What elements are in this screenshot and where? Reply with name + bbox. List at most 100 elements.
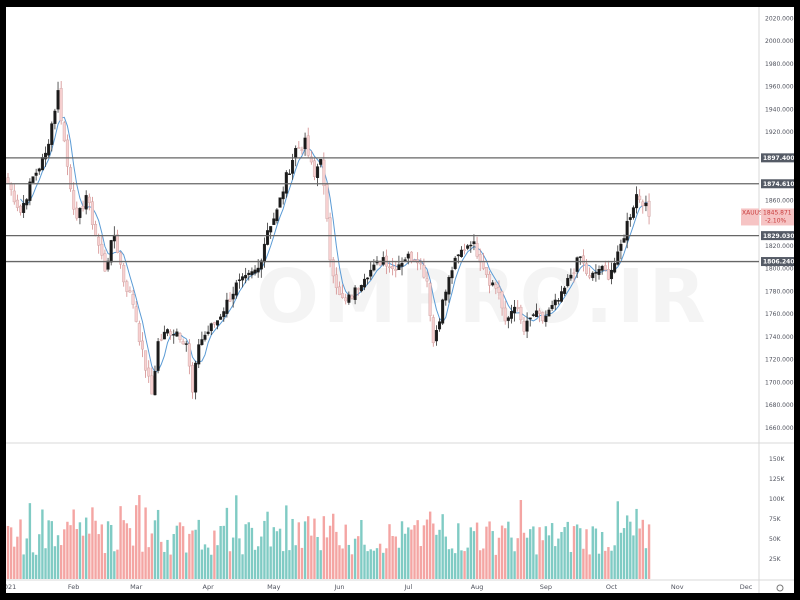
volume-bar: [272, 527, 276, 579]
candle-body: [266, 230, 270, 245]
candle-body: [234, 282, 238, 296]
candle-body: [331, 259, 335, 277]
candle-body: [572, 272, 576, 274]
volume-bar: [616, 501, 619, 579]
candle-body: [56, 90, 60, 110]
volume-bar: [28, 503, 32, 579]
time-tick-label: Nov: [671, 583, 684, 591]
volume-bar: [260, 536, 263, 579]
volume-bar: [600, 531, 604, 579]
candle-body: [534, 310, 538, 318]
volume-bar: [166, 539, 169, 579]
volume-bar: [160, 541, 163, 579]
candle-body: [169, 331, 173, 336]
volume-bar: [607, 547, 610, 579]
volume-bar: [360, 519, 363, 579]
candle-body: [194, 362, 198, 393]
volume-bar: [131, 545, 135, 579]
volume-bar: [441, 514, 444, 579]
volume-bar: [281, 551, 285, 579]
volume-bar: [619, 532, 623, 579]
volume-bar: [56, 535, 60, 579]
volume-bar: [19, 519, 22, 579]
volume-bar: [59, 545, 63, 579]
level-label: 1897.400: [763, 155, 794, 162]
candle-body: [531, 314, 535, 316]
volume-bar: [422, 525, 426, 579]
volume-bar: [141, 551, 144, 579]
candle-body: [466, 245, 470, 249]
volume-bar: [178, 522, 182, 579]
candle-body: [372, 264, 376, 271]
candle-body: [40, 157, 44, 171]
volume-bar: [213, 530, 216, 579]
volume-bar: [366, 551, 369, 579]
volume-bar: [385, 548, 388, 579]
volume-bar: [435, 534, 438, 579]
candle-body: [481, 261, 485, 269]
candle-body: [513, 306, 517, 314]
candle-body: [128, 290, 132, 293]
volume-bar: [532, 526, 535, 579]
candle-body: [281, 191, 285, 200]
candle-body: [503, 307, 507, 322]
candle-body: [50, 123, 54, 145]
volume-bar: [591, 526, 594, 579]
candle-body: [203, 334, 207, 340]
candle-body: [272, 218, 276, 225]
volume-bar: [269, 546, 272, 579]
candle-body: [291, 160, 295, 174]
candle-body: [34, 172, 38, 176]
price-tick-label: 1920.000: [765, 129, 794, 136]
price-tick-label: 1680.000: [765, 402, 794, 409]
time-tick-label: Dec: [740, 583, 753, 591]
candle-body: [65, 139, 69, 167]
volume-bar: [138, 495, 141, 579]
price-tick-label: 1740.000: [765, 334, 794, 341]
volume-bar: [231, 537, 235, 579]
candle-body: [206, 331, 210, 334]
volume-bar: [53, 546, 57, 579]
settings-gear-icon[interactable]: [776, 584, 784, 592]
volume-bar: [169, 554, 172, 579]
candle-body: [15, 199, 19, 208]
candle-body: [12, 190, 16, 203]
candle-body: [447, 277, 451, 295]
volume-bar: [44, 548, 47, 579]
volume-bar: [266, 511, 269, 579]
candle-body: [28, 181, 32, 201]
volume-bar: [557, 538, 560, 579]
volume-bar: [547, 535, 551, 579]
chart-canvas[interactable]: OMPRO.IR 1897.400 1874.610 1829.030 1806.24…: [6, 7, 794, 593]
volume-bar: [181, 526, 185, 579]
price-tick-label: 1940.000: [765, 106, 794, 113]
candle-body: [541, 312, 545, 321]
candle-body: [284, 172, 288, 194]
volume-bar: [613, 545, 616, 579]
volume-bar: [66, 521, 69, 579]
volume-bar: [203, 544, 207, 579]
volume-bar: [50, 521, 53, 579]
volume-bar: [325, 537, 329, 579]
candle-body: [219, 316, 223, 320]
volume-bar: [550, 523, 554, 579]
volume-bar: [150, 533, 154, 579]
candle-body: [594, 272, 598, 274]
candle-body: [425, 278, 429, 282]
candle-body: [635, 194, 639, 209]
candle-body: [441, 299, 445, 324]
volume-bar: [97, 534, 100, 579]
candle-body: [9, 183, 13, 190]
candle-body: [409, 251, 413, 262]
candle-body: [144, 350, 148, 371]
candle-body: [94, 224, 98, 236]
candle-body: [463, 249, 467, 251]
candle-body: [560, 291, 564, 302]
volume-bar: [185, 552, 188, 579]
moving-average-line: [20, 116, 650, 373]
candle-body: [75, 207, 79, 219]
volume-bar: [569, 551, 573, 579]
candle-body: [319, 158, 323, 165]
volume-bar: [191, 530, 194, 579]
candle-body: [428, 283, 432, 316]
